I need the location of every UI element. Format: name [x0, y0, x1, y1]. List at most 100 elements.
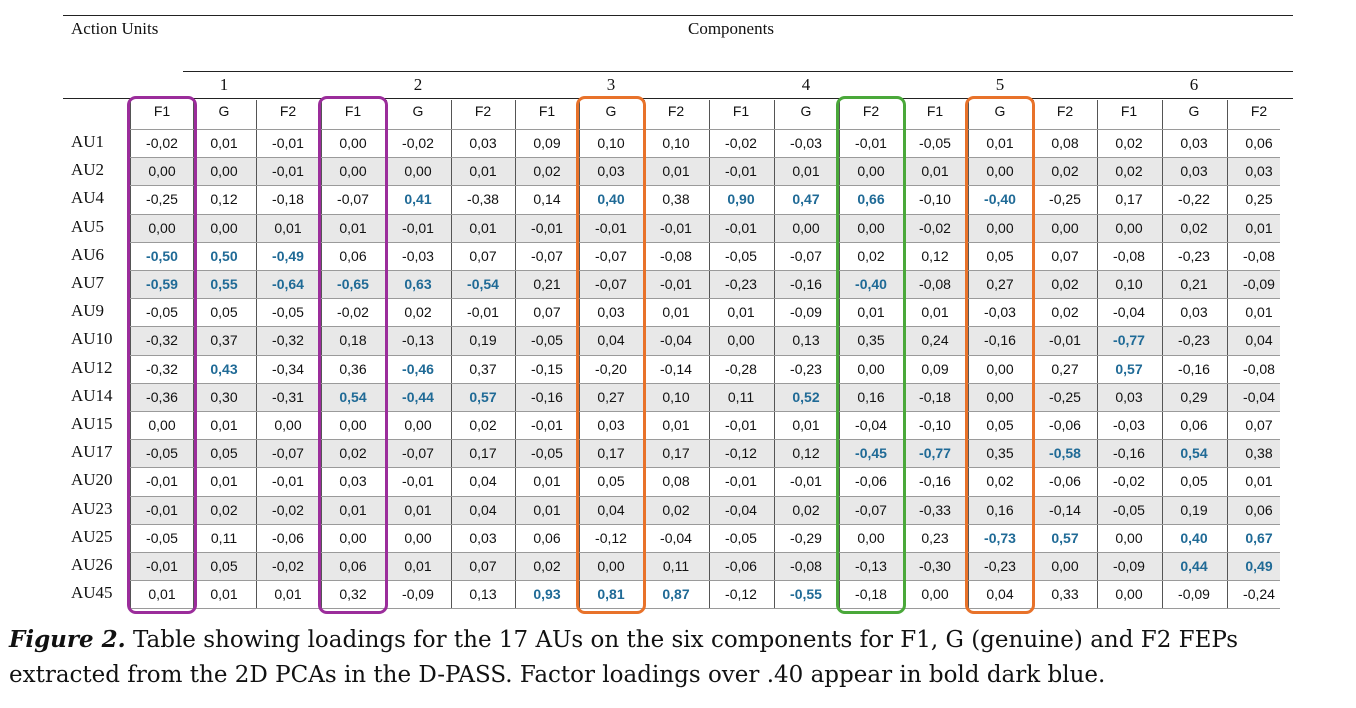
- loading-cell: 0,16: [986, 501, 1014, 518]
- loading-cell: 0,57: [469, 388, 497, 405]
- sub-header: F1: [344, 103, 362, 119]
- loading-cell: 0,04: [469, 473, 497, 490]
- loading-cell: -0,01: [402, 473, 434, 490]
- loading-cell: 0,54: [339, 388, 367, 405]
- loading-cell: 0,07: [1051, 247, 1079, 264]
- loading-cell: 0,29: [1180, 388, 1208, 405]
- loading-cell: 0,03: [597, 417, 625, 433]
- au-label: AU9: [71, 301, 105, 321]
- loading-cell: -0,09: [402, 586, 434, 603]
- loading-cell: 0,10: [662, 135, 690, 151]
- group-header-label: Components: [688, 19, 774, 38]
- loading-cell: 0,19: [1180, 501, 1208, 518]
- sub-header: G: [800, 103, 812, 119]
- loading-cell: -0,23: [790, 360, 822, 377]
- loading-cell: 0,07: [469, 558, 497, 574]
- sub-header: F1: [926, 103, 944, 119]
- loading-cell: 0,10: [597, 135, 625, 151]
- row-separator: [130, 270, 1280, 271]
- sub-header: F1: [732, 103, 750, 119]
- loading-cell: -0,18: [855, 586, 887, 603]
- loading-cell: 0,90: [727, 191, 755, 208]
- loading-cell: 0,87: [662, 586, 690, 603]
- loading-cell: -0,08: [660, 247, 692, 264]
- loading-cell: -0,04: [725, 501, 757, 518]
- loading-cell: -0,46: [402, 360, 434, 377]
- loading-cell: 0,00: [339, 135, 367, 151]
- component-number: 2: [413, 75, 423, 94]
- loading-cell: -0,06: [1049, 473, 1081, 490]
- loading-cell: 0,03: [1180, 135, 1208, 151]
- au-label: AU4: [71, 188, 105, 208]
- sub-header: G: [605, 103, 617, 119]
- loading-cell: 0,10: [662, 388, 690, 405]
- loading-cell: 0,03: [1245, 163, 1273, 180]
- au-label: AU15: [71, 414, 113, 433]
- loading-cell: 0,01: [921, 163, 949, 180]
- loading-cell: 0,14: [533, 191, 561, 208]
- loading-cell: -0,01: [725, 473, 757, 490]
- loading-cell: 0,66: [857, 191, 885, 208]
- row-separator: [130, 411, 1280, 412]
- loadings-table: Action Units Components 1 2 3 4 5 6 F1 G F2 F1 G F2…: [63, 15, 1293, 615]
- loading-cell: 0,00: [1051, 219, 1079, 236]
- loading-cell: 0,01: [1245, 219, 1273, 236]
- au-label: AU10: [71, 329, 113, 349]
- highlight-box: [836, 96, 906, 615]
- loading-cell: 0,52: [792, 388, 820, 405]
- loading-cell: -0,13: [402, 332, 434, 349]
- loading-cell: 0,27: [1051, 360, 1079, 377]
- loading-cell: 0,40: [1180, 529, 1208, 546]
- loading-cell: 0,17: [662, 445, 690, 462]
- row-band: [130, 213, 1280, 242]
- loading-cell: -0,02: [402, 135, 434, 151]
- loading-cell: -0,01: [1049, 332, 1081, 349]
- loading-cell: 0,02: [792, 501, 820, 518]
- loading-cell: 0,00: [148, 163, 176, 180]
- loading-cell: 0,54: [1180, 445, 1208, 462]
- column-separator: [256, 100, 257, 609]
- loading-cell: 0,13: [792, 332, 820, 349]
- loading-cell: -0,08: [919, 276, 951, 292]
- loading-cell: -0,40: [984, 191, 1016, 208]
- loading-cell: -0,04: [855, 417, 887, 433]
- loading-cell: -0,25: [1049, 191, 1081, 208]
- loading-cell: 0,40: [597, 191, 625, 208]
- loading-cell: 0,00: [404, 529, 432, 546]
- loading-cell: 0,38: [662, 191, 690, 208]
- loading-cell: 0,01: [792, 417, 820, 433]
- components-rule: [183, 71, 1293, 72]
- loading-cell: -0,01: [660, 276, 692, 292]
- loading-cell: 0,00: [986, 219, 1014, 236]
- loading-cell: -0,10: [919, 417, 951, 433]
- loading-cell: 0,01: [533, 501, 561, 518]
- loading-cell: -0,15: [531, 360, 563, 377]
- loading-cell: -0,16: [919, 473, 951, 490]
- loading-cell: 0,12: [792, 445, 820, 462]
- row-separator: [130, 580, 1280, 582]
- loading-cell: -0,01: [402, 219, 434, 236]
- loading-cell: 0,02: [533, 558, 561, 574]
- loading-cell: -0,07: [790, 247, 822, 264]
- loading-cell: -0,01: [595, 219, 627, 236]
- loading-cell: 0,01: [210, 135, 238, 151]
- loading-cell: -0,23: [725, 276, 757, 292]
- loading-cell: -0,58: [1049, 445, 1081, 462]
- loading-cell: -0,36: [146, 388, 178, 405]
- loading-cell: 0,01: [469, 163, 497, 180]
- loading-cell: 0,02: [1115, 163, 1143, 180]
- loading-cell: -0,23: [1178, 247, 1210, 264]
- loading-cell: -0,04: [660, 529, 692, 546]
- loading-cell: -0,03: [984, 304, 1016, 321]
- loading-cell: 0,32: [339, 586, 367, 603]
- row-separator: [130, 382, 1280, 384]
- row-separator: [130, 157, 1280, 159]
- sub-header: F2: [667, 103, 685, 119]
- loading-cell: 0,01: [404, 501, 432, 518]
- loading-cell: 0,17: [1115, 191, 1143, 208]
- loading-cell: -0,01: [467, 304, 499, 321]
- loading-cell: 0,21: [1180, 276, 1208, 292]
- loading-cell: -0,54: [467, 276, 499, 292]
- highlight-box: [318, 96, 388, 615]
- loading-cell: -0,32: [146, 332, 178, 349]
